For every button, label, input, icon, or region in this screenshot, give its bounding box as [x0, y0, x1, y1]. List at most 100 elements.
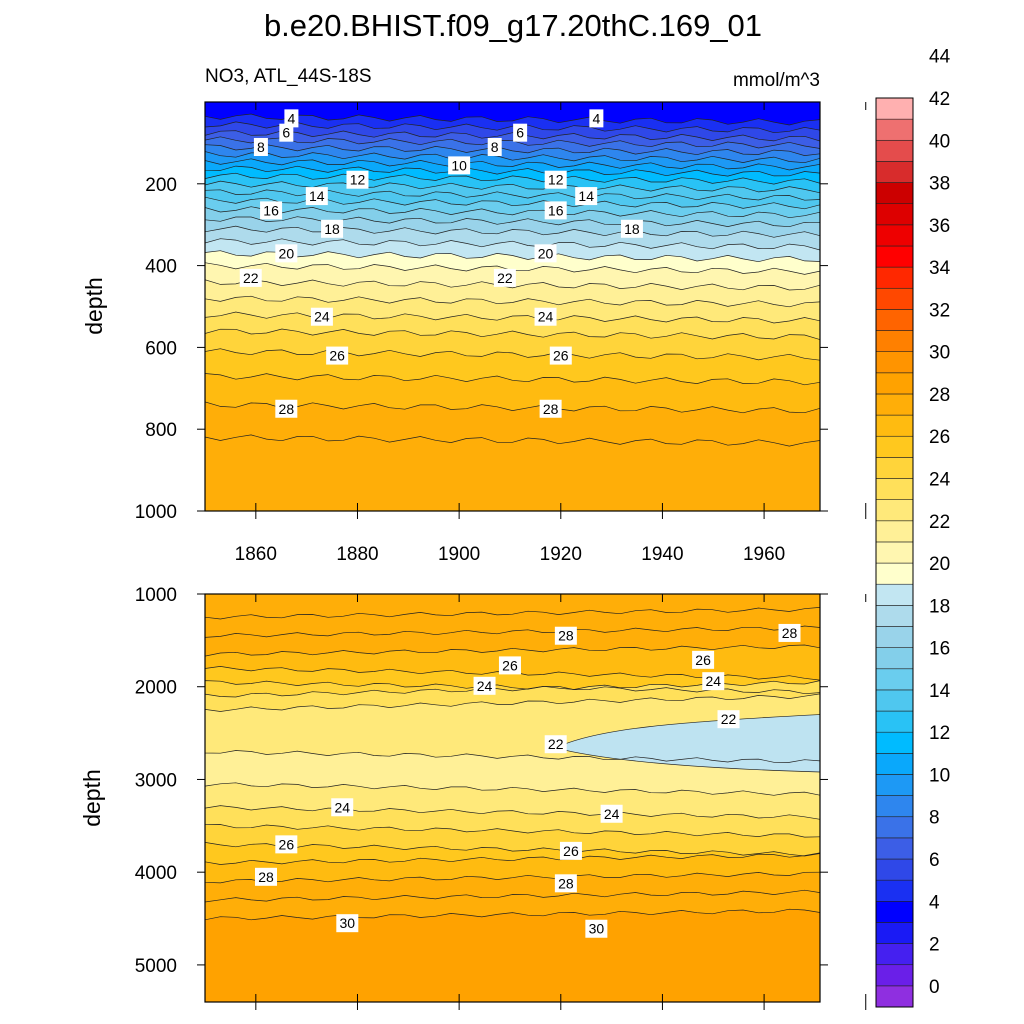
- upper-plot-frame: [204, 101, 821, 512]
- contour-label: 6: [516, 125, 524, 141]
- colorbar-swatch: [875, 457, 914, 479]
- contour-label-background: [448, 156, 471, 175]
- colorbar-swatch: [875, 753, 914, 775]
- contour-line: [205, 130, 820, 142]
- colorbar-swatch: [875, 351, 914, 374]
- colorbar-label: 12: [929, 723, 950, 744]
- lower-plot-frame: [204, 593, 821, 1003]
- filled-band: [554, 714, 820, 773]
- upper-contour-lines: [205, 113, 820, 447]
- contour-label-background: [717, 710, 740, 729]
- colorbar-swatch: [875, 689, 914, 712]
- contour-label: 26: [563, 843, 579, 859]
- contour-line: [205, 225, 820, 238]
- contour-line: [205, 189, 820, 201]
- upper-axis-ticks: 200 400 600 800 1000: [135, 102, 867, 523]
- colorbar-label: 32: [929, 300, 950, 321]
- lower-panel: 28 28 26 26 24 24 22 22 24 24 26 26 28 28 30 30 1000 200…: [79, 585, 867, 1010]
- contour-line: [205, 908, 820, 921]
- colorbar-frame: [875, 97, 914, 1008]
- contour-label-background: [473, 676, 496, 695]
- y-tick-label: 600: [145, 338, 177, 359]
- colorbar-swatch: [875, 647, 914, 670]
- colorbar-swatch: [875, 922, 914, 944]
- contour-label: 16: [263, 202, 279, 218]
- lower-contour-lines: [205, 607, 820, 921]
- contour-label-background: [544, 170, 567, 189]
- colorbar-swatch: [875, 499, 914, 522]
- contour-label: 28: [543, 401, 559, 417]
- colorbar-label: 24: [929, 470, 951, 491]
- contour-label: 26: [502, 657, 518, 673]
- colorbar: 0246810121416182022242628303234363840424…: [875, 47, 951, 1008]
- contour-label-background: [498, 656, 521, 675]
- lower-axis-ticks: 1000 2000 3000 4000 5000: [135, 585, 867, 1010]
- y-tick-label: 400: [145, 257, 177, 278]
- contour-label-background: [534, 307, 557, 326]
- colorbar-swatch: [875, 879, 914, 902]
- contour-label: 28: [279, 401, 295, 417]
- colorbar-swatch: [875, 731, 914, 754]
- contour-label: 26: [553, 348, 569, 364]
- contour-line: [205, 434, 820, 447]
- contour-label: 18: [324, 221, 340, 237]
- contour-line: [205, 262, 820, 275]
- colorbar-swatch: [875, 161, 914, 183]
- chart-title: b.e20.BHIST.f09_g17.20thC.169_01: [264, 8, 762, 43]
- contour-line: [205, 144, 820, 156]
- contour-label-background: [336, 914, 359, 933]
- colorbar-swatch: [875, 583, 914, 606]
- contour-line: [205, 165, 820, 177]
- contour-label-background: [559, 841, 582, 860]
- contour-label: 28: [558, 628, 574, 644]
- contour-line: [205, 158, 820, 171]
- y-tick-label: 1000: [135, 502, 177, 523]
- colorbar-swatch: [875, 245, 914, 268]
- contour-line: [205, 889, 820, 903]
- colorbar-swatch: [875, 943, 914, 966]
- contour-label: 8: [257, 139, 265, 155]
- contour-label: 24: [477, 678, 493, 694]
- contour-label-background: [554, 874, 577, 893]
- contour-label-background: [346, 170, 369, 189]
- x-tick-label: 1920: [540, 544, 582, 565]
- contour-label: 4: [592, 110, 600, 126]
- contour-label: 22: [497, 270, 513, 286]
- colorbar-label: 16: [929, 639, 950, 660]
- chart-subtitle-variable: NO3, ATL_44S-18S: [205, 66, 372, 87]
- contour-label: 28: [558, 875, 574, 891]
- contour-line: [205, 852, 820, 865]
- y-tick-label: 800: [145, 420, 177, 441]
- contour-label: 18: [624, 221, 640, 237]
- contour-line: [205, 607, 820, 620]
- contour-label: 24: [314, 309, 330, 325]
- contour-line: [205, 328, 820, 340]
- contour-label: 20: [279, 245, 295, 261]
- colorbar-swatch: [875, 541, 914, 564]
- contour-label: 30: [589, 921, 605, 937]
- colorbar-swatch: [875, 203, 914, 226]
- colorbar-label: 40: [929, 131, 950, 152]
- contour-line: [205, 782, 820, 796]
- contour-label-background: [539, 399, 562, 418]
- colorbar-swatch: [875, 435, 914, 458]
- chart-subtitle-units: mmol/m^3: [733, 70, 820, 91]
- contour-label: 20: [538, 245, 554, 261]
- contour-line: [205, 180, 820, 194]
- contour-line: [205, 206, 820, 219]
- colorbar-label: 28: [929, 385, 950, 406]
- contour-label-background: [239, 268, 262, 287]
- colorbar-label: 22: [929, 512, 950, 533]
- contour-label-background: [487, 137, 502, 156]
- contour-label-background: [253, 137, 268, 156]
- shared-x-axis: 1860 1880 1900 1920 1940 1960: [235, 544, 786, 565]
- colorbar-label: 8: [929, 808, 940, 829]
- contour-label-background: [702, 672, 725, 691]
- contour-line: [205, 871, 820, 884]
- contour-label: 24: [334, 799, 350, 815]
- y-tick-label: 1000: [135, 585, 177, 606]
- contour-line: [205, 805, 820, 820]
- contour-label-background: [275, 399, 298, 418]
- colorbar-label: 26: [929, 427, 950, 448]
- colorbar-swatch: [875, 668, 914, 691]
